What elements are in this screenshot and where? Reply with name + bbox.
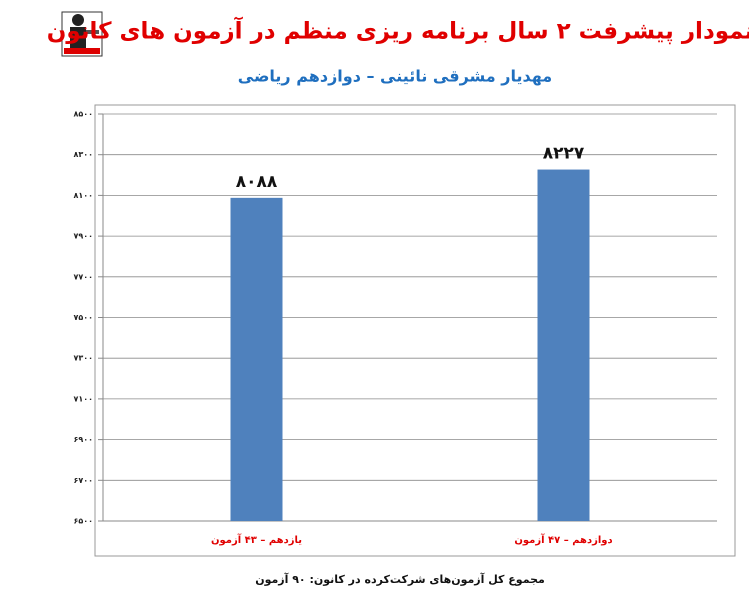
value-label: ۸۰۸۸: [236, 172, 278, 192]
bar: [230, 197, 283, 522]
y-tick-label: ۷۳۰۰: [73, 354, 93, 363]
x-tick-label: دوازدهم – ۴۷ آزمون: [514, 533, 612, 546]
y-tick-label: ۷۷۰۰: [73, 272, 93, 281]
y-tick-label: ۶۵۰۰: [73, 517, 93, 526]
y-tick-label: ۷۱۰۰: [73, 394, 93, 403]
y-tick-label: ۸۳۰۰: [73, 150, 93, 159]
chart-title: نمودار پیشرفت ۲ سال برنامه ریزی منظم در …: [47, 16, 749, 45]
plot-frame: [94, 104, 736, 557]
y-tick-label: ۷۹۰۰: [73, 232, 93, 241]
logo: [61, 11, 103, 57]
y-tick-label: ۶۹۰۰: [73, 435, 93, 444]
x-tick-label: یازدهم – ۴۳ آزمون: [211, 533, 302, 546]
bar: [537, 169, 590, 522]
value-label: ۸۲۲۷: [543, 144, 585, 164]
y-tick-label: ۸۱۰۰: [73, 191, 93, 200]
y-tick-label: ۸۵۰۰: [73, 110, 93, 119]
y-tick-label: ۷۵۰۰: [73, 313, 93, 322]
y-tick-label: ۶۷۰۰: [73, 476, 93, 485]
footer-note: مجموع کل آزمون‌های شرکت‌کرده در کانون: ۹…: [255, 572, 545, 586]
chart-subtitle: مهدیار مشرقی نائینی – دوازدهم ریاضی: [238, 67, 552, 86]
